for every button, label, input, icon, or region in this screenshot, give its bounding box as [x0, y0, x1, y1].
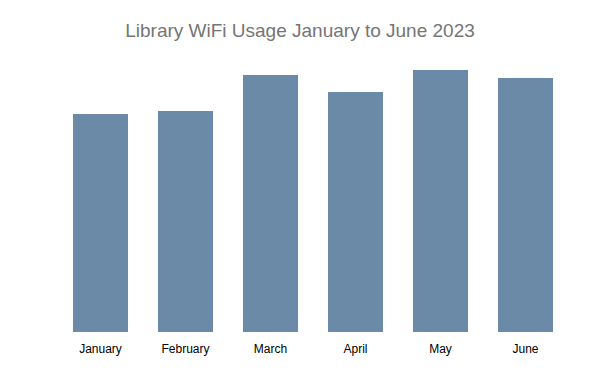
svg-text:January: January — [79, 342, 122, 356]
html-text:Library WiFi Usage January to: Library WiFi Usage January to June 2023 — [125, 20, 475, 41]
svg-text:March: March — [254, 342, 287, 356]
svg-text:May: May — [429, 342, 452, 356]
svg-text:June: June — [512, 342, 538, 356]
svg-text:April: April — [343, 342, 367, 356]
svg-text:February: February — [161, 342, 209, 356]
